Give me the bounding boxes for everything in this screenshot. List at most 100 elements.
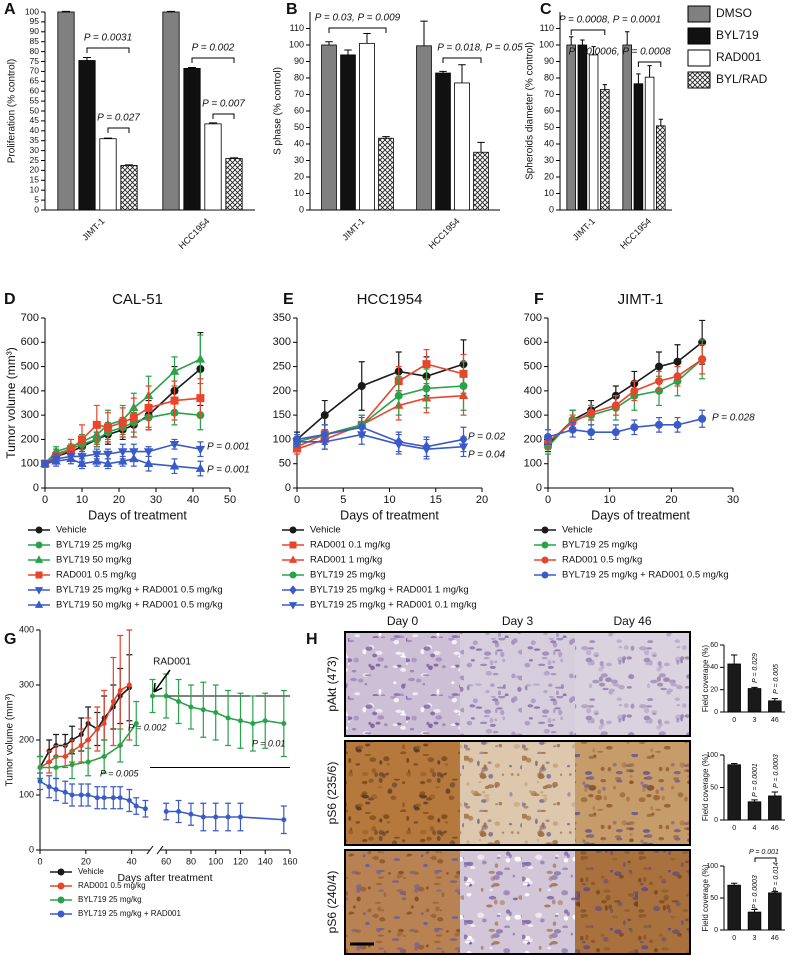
marker <box>118 448 128 457</box>
y-tick-label: 95 <box>30 16 40 26</box>
error-bar <box>344 49 352 55</box>
annotation: P = 0.03, P = 0.009 <box>315 13 401 24</box>
legend-label: RAD001 1 mg/kg <box>310 555 382 566</box>
annotation: P = 0.018, P = 0.05 <box>437 43 523 54</box>
x-tick-label: JIMT-1 <box>340 216 367 243</box>
y-axis-label: Proliferation (% control) <box>7 59 18 163</box>
y-tick-label: 100 <box>273 433 291 445</box>
legend-label: Vehicle <box>310 525 341 536</box>
annotation: P = 0.001 <box>207 465 250 476</box>
x-tick-label: 3 <box>753 935 757 942</box>
marker <box>655 362 663 371</box>
x-tick-label: 20 <box>665 494 677 506</box>
y-tick-label: 70 <box>294 89 304 99</box>
x-tick-label: 80 <box>186 856 196 866</box>
x-tick-label: 10 <box>383 494 395 506</box>
legend-label: BYL719 50 mg/kg + RAD001 0.5 mg/kg <box>56 600 223 611</box>
marker <box>225 814 231 820</box>
legend-marker <box>35 571 43 579</box>
y-tick-label: 70 <box>30 66 40 76</box>
bar <box>644 76 655 211</box>
arrow <box>153 669 171 693</box>
marker <box>195 445 206 455</box>
legend-label: BYL719 25 mg/kg + RAD001 0.5 mg/kg <box>562 570 729 581</box>
legend-swatch <box>687 27 711 45</box>
y-tick-label: 15 <box>30 175 40 185</box>
bar <box>473 151 489 211</box>
annotation: P = 0.002 <box>192 43 235 54</box>
y-axis-label: Tumor volume (mm³) <box>4 347 18 459</box>
legend-label: RAD001 <box>716 50 762 64</box>
marker <box>78 792 84 798</box>
x-tick-label: JIMT-1 <box>571 216 598 243</box>
marker <box>117 743 123 748</box>
y-tick-label: 50 <box>710 895 718 902</box>
marker <box>143 458 154 468</box>
series-line <box>39 687 130 768</box>
y-tick-label: 25 <box>30 155 40 165</box>
y-axis-label: Tumor volume (mm³) <box>5 694 16 787</box>
y-tick-label: 0 <box>285 482 291 494</box>
bar <box>378 137 394 211</box>
annotation: P = 0.0006, P = 0.0008 <box>569 47 672 58</box>
marker <box>394 391 403 400</box>
legend-label: BYL719 25 mg/kg <box>56 540 132 551</box>
marker <box>101 754 107 759</box>
legend-label: BYL/RAD <box>716 72 768 86</box>
marker <box>422 360 431 369</box>
error-bar <box>580 39 585 45</box>
y-tick-label: 90 <box>30 26 40 36</box>
legend-label: BYL719 25 mg/kg <box>310 570 386 581</box>
micrograph <box>575 632 690 736</box>
panel-letter: A <box>4 1 16 18</box>
marker <box>169 460 180 470</box>
y-tick-label: 50 <box>544 122 554 132</box>
x-tick-label: HCC1954 <box>618 216 653 251</box>
annotation: P = 0.029 <box>752 653 759 683</box>
marker <box>85 792 91 798</box>
marker <box>51 456 61 465</box>
marker <box>92 450 102 460</box>
y-tick-label: 100 <box>21 458 39 470</box>
legend-label: Vehicle <box>78 867 104 876</box>
legend-marker <box>57 896 65 904</box>
error-bar <box>61 10 71 12</box>
marker <box>673 372 682 381</box>
legend-label: BYL719 25 mg/kg <box>562 540 638 551</box>
legend-marker <box>34 555 44 563</box>
series-line <box>296 394 464 450</box>
y-tick-label: 300 <box>524 409 542 421</box>
bar <box>768 795 782 821</box>
y-tick-label: 20 <box>544 171 554 181</box>
legend-swatch <box>687 49 711 67</box>
series-line <box>39 684 130 769</box>
y-tick-label: 110 <box>540 23 554 33</box>
series-line <box>297 433 464 450</box>
x-tick-label: 30 <box>150 494 162 506</box>
panel-letter: F <box>534 291 544 308</box>
legend-label: DMSO <box>716 6 752 20</box>
legend-marker <box>57 868 65 876</box>
marker <box>195 354 206 363</box>
bar <box>656 125 666 211</box>
y-tick-label: 60 <box>544 105 554 115</box>
marker <box>421 445 432 455</box>
marker <box>698 414 707 423</box>
legend-label: BYL719 50 mg/kg <box>56 555 132 566</box>
marker <box>225 715 231 721</box>
error-bar <box>420 20 428 46</box>
legend-label: RAD001 0.5 mg/kg <box>78 881 146 890</box>
marker <box>143 448 154 457</box>
x-tick-label: 0 <box>732 717 736 724</box>
error-bar <box>208 122 218 124</box>
row-label: pS6 (235/6) <box>325 762 339 825</box>
y-tick-label: 70 <box>544 89 554 99</box>
y-tick-label: 10 <box>30 184 40 194</box>
x-tick-label: 0 <box>37 856 42 866</box>
legend-label: BYL719 25 mg/kg + RAD001 0.5 mg/kg <box>56 585 223 596</box>
marker <box>163 693 169 699</box>
bar <box>566 44 576 211</box>
y-tick-label: 60 <box>30 85 40 95</box>
y-tick-label: 300 <box>273 336 291 348</box>
bar <box>577 44 588 211</box>
